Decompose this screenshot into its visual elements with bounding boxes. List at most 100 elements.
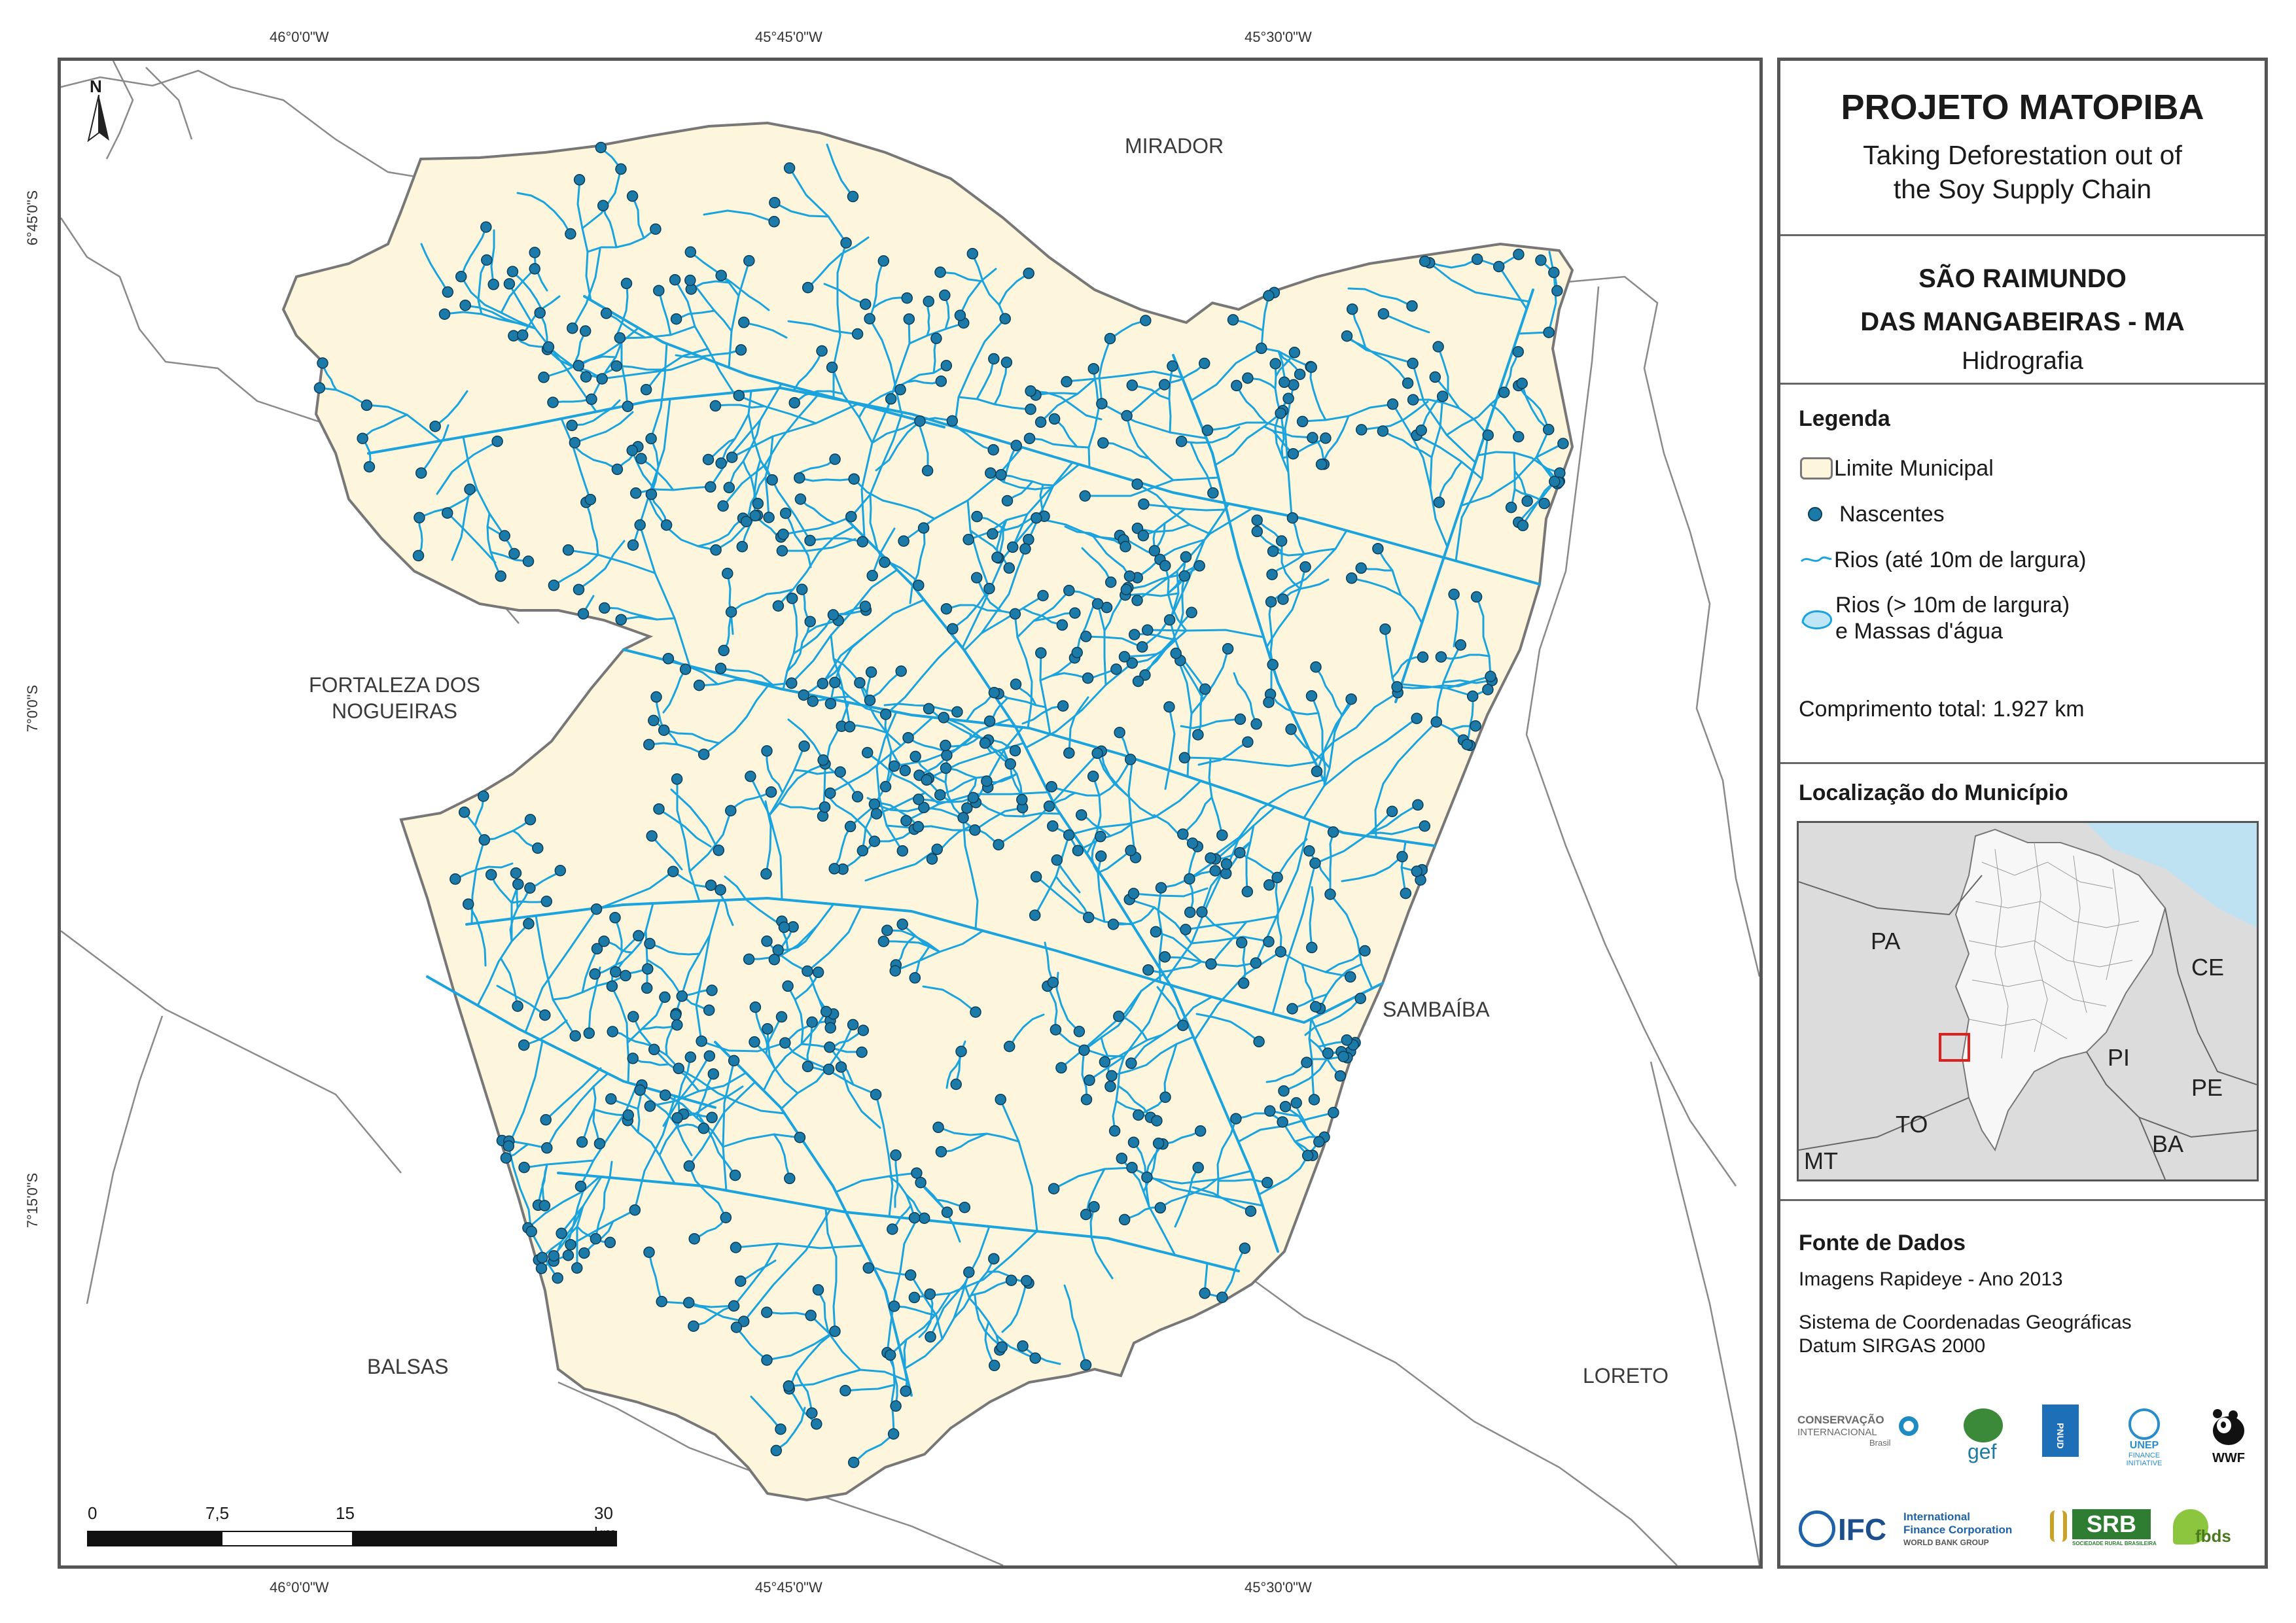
spring-point [910,750,921,763]
river-segment [1188,806,1276,880]
spring-point [634,519,646,531]
map-canvas[interactable] [61,61,1759,1565]
spring-point [1209,865,1221,877]
river-segment [766,940,809,973]
spring-point [1269,358,1281,370]
spring-point [963,1266,975,1278]
river-segment [1154,930,1203,963]
total-length: Comprimento total: 1.927 km [1799,697,2085,722]
municipality-name-line2: DAS MANGABEIRAS - MA [1860,307,2185,336]
spring-point [772,944,784,956]
spring-point [480,221,492,233]
spring-point [1025,403,1036,415]
spring-point [1471,253,1483,266]
spring-point [679,663,692,675]
spring-point [786,677,798,689]
spring-point [796,584,808,595]
spring-point [669,1009,682,1021]
river-segment [788,167,847,244]
spring-point [1551,285,1563,297]
river-segment [939,271,984,283]
label-fortaleza: FORTALEZA DOS NOGUEIRAS [296,672,493,724]
spring-icon [1800,501,1839,527]
divider-3 [1780,762,2265,764]
river-segment [1055,875,1090,918]
spring-point [643,1246,655,1258]
river-segment [823,283,867,305]
spring-point [1290,1097,1302,1109]
river-segment [569,1209,636,1246]
river-segment [1460,442,1564,507]
spring-point [1184,906,1196,918]
river-segment [595,870,675,911]
spring-point [898,535,910,547]
river-segment [1201,836,1241,913]
spring-point [629,487,642,499]
river-segment [1098,338,1112,405]
location-heading: Localização do Município [1799,780,2068,805]
spring-point [540,896,553,907]
spring-point [879,556,891,568]
river-segment [420,243,449,293]
river-segment [631,195,645,239]
river-segment [527,1176,601,1229]
spring-point [1158,379,1171,391]
spring-point [363,461,376,473]
spring-point [1069,607,1081,619]
spring-point [723,481,735,494]
spring-point [684,274,696,287]
river-segment [844,1384,896,1392]
river-segment [1351,577,1423,624]
river-segment [909,527,926,604]
spring-point [610,966,622,978]
spring-point [627,539,639,551]
spring-point [1309,1001,1322,1013]
spring-point [702,453,715,466]
spring-point [1159,1091,1171,1103]
spring-point [1400,887,1412,899]
spring-point [987,528,998,540]
river-segment [1428,262,1530,303]
spring-point [993,839,1004,850]
river-segment [1000,474,1055,487]
spring-point [1470,720,1481,732]
river-segment [688,1301,735,1308]
spring-point [573,584,585,595]
river-segment [1316,702,1352,773]
river-segment [1028,437,1090,449]
spring-point [829,1325,841,1337]
river-segment [446,512,497,564]
river-segment [703,684,769,756]
river-segment [913,945,930,979]
spring-point [856,1046,868,1058]
spring-point [554,865,567,877]
spring-point [516,329,529,341]
river-segment [922,985,977,1013]
spring-point [620,969,631,982]
river-segment [615,364,663,371]
river-segment [1221,1247,1246,1299]
spring-point [458,806,470,818]
spring-point [725,606,737,618]
spring-point [1279,376,1290,389]
spring-point [518,1039,530,1051]
river-segment [1235,1112,1284,1123]
spring-point [693,679,705,691]
river-segment [1064,525,1127,548]
spring-point [1419,820,1431,832]
spring-point [1132,675,1144,688]
river-segment [894,935,916,966]
river-segment [939,775,991,796]
river-segment [576,1205,584,1269]
spring-point [684,246,697,258]
spring-point [653,285,665,296]
river-segment [913,1230,1038,1299]
spring-point [940,360,953,372]
river-segment [593,1108,629,1117]
spring-point [812,1284,824,1296]
river-segment [451,488,471,561]
spring-point [659,1089,671,1101]
spring-point [1250,957,1262,969]
coord-top-1: 46°0'0"W [270,29,329,45]
coord-top-3: 45°30'0"W [1245,29,1312,45]
